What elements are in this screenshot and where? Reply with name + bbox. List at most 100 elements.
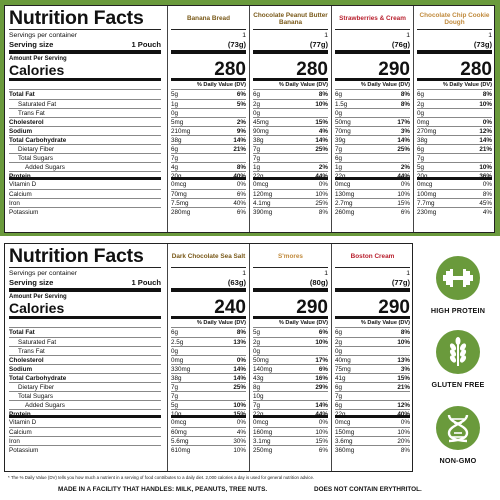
nutrient-daily-value: 2% — [400, 164, 410, 171]
nutrient-amount: 0mcg — [417, 181, 433, 188]
nutrient-amount: 6g — [417, 91, 425, 98]
nutrient-value-row: 5mg 2% — [171, 117, 246, 126]
nutrient-value-row: 3.6mg 20% — [335, 436, 410, 445]
serving-grams: (63g) — [171, 278, 246, 292]
nutrient-amount: 6g — [417, 146, 425, 153]
nutrient-value-row: 1.5g 8% — [335, 99, 410, 108]
nutrient-value-row: 7g — [253, 153, 328, 162]
potassium-label: Potassium — [9, 207, 161, 216]
nutrient-amount: 38g — [171, 137, 182, 144]
nutrient-value-row: 0g — [417, 108, 492, 117]
nutrient-amount: 0mcg — [335, 181, 351, 188]
serving-size-row: Serving size 1 Pouch — [9, 40, 161, 54]
nutrient-daily-value: 10% — [315, 429, 328, 436]
nutrient-daily-value: 5% — [236, 101, 246, 108]
nutrient-daily-value: 44% — [315, 411, 328, 418]
nutrient-value-row: 0mcg 0% — [335, 180, 410, 189]
nutrient-amount: 130mg — [335, 191, 355, 198]
total-fat-label: Total Fat — [9, 91, 35, 98]
nutrient-value-row: 7g — [335, 391, 410, 400]
servings-value: 1 — [242, 270, 246, 277]
erythritol-notice: DOES NOT CONTAIN ERYTHRITOL. — [314, 486, 422, 493]
flavor-name: Boston Cream — [335, 246, 410, 268]
nutrient-daily-value: 6% — [318, 366, 328, 373]
flavor-column: Chocolate Peanut Butter Banana 1 (77g) 280%… — [249, 6, 331, 232]
nutrient-daily-value: 12% — [397, 402, 410, 409]
calories-value: 280 — [417, 54, 492, 81]
wheat-icon — [436, 330, 480, 374]
cholesterol-label: Cholesterol — [9, 355, 161, 364]
nutrient-value-row: 10g 15% — [171, 409, 246, 418]
nutrient-daily-value: 14% — [479, 137, 492, 144]
nutrient-amount: 6g — [335, 402, 343, 409]
nutrient-daily-value: 10% — [233, 402, 246, 409]
nutrient-daily-value: 15% — [315, 438, 328, 445]
nutrition-facts-title: Nutrition Facts — [9, 8, 161, 30]
nutrient-value-row: 210mg 9% — [171, 126, 246, 135]
nutrient-value-row: 50mg 17% — [253, 355, 328, 364]
nutrient-value-row: 0mcg 0% — [253, 418, 328, 427]
nutrient-daily-value: 14% — [233, 137, 246, 144]
nutrient-daily-value: 40% — [233, 173, 246, 180]
nutrient-value-row: 0mg 0% — [171, 355, 246, 364]
nutrient-value-row: 0mcg 0% — [253, 180, 328, 189]
nutrient-value-row: 6g 12% — [335, 400, 410, 409]
trans-fat-label: Trans Fat — [9, 346, 161, 355]
nutrient-value-row: 1g 2% — [335, 162, 410, 171]
nutrient-daily-value: 0% — [482, 181, 492, 188]
nutrient-amount: 2g — [335, 339, 343, 346]
nutrient-amount: 7.7mg — [417, 200, 435, 207]
nutrient-value-row: 5g 10% — [171, 400, 246, 409]
nutrient-amount: 6g — [335, 329, 343, 336]
nutrient-amount: 160mg — [253, 429, 273, 436]
nutrient-value-row: 360mg 8% — [335, 445, 410, 454]
nutrient-value-row: 50mg 17% — [335, 117, 410, 126]
vitamin-d-label: Vitamin D — [9, 419, 37, 426]
nutrient-daily-value: 0% — [236, 181, 246, 188]
nutrient-daily-value: 25% — [315, 200, 328, 207]
serving-grams: (80g) — [253, 278, 328, 292]
nutrient-daily-value: 8% — [400, 91, 410, 98]
nutrient-daily-value: 15% — [315, 119, 328, 126]
non-gmo-label: NON-GMO — [439, 456, 477, 465]
nutrient-amount: 20g — [171, 173, 182, 180]
added-sugars-label: Added Sugars — [9, 400, 161, 409]
nutrient-amount: 7g — [253, 155, 261, 162]
nutrient-value-row: 0g — [171, 108, 246, 117]
nutrient-amount: 0mcg — [253, 181, 269, 188]
high-protein-label: HIGH PROTEIN — [430, 306, 486, 315]
nutrient-amount: 270mg — [417, 128, 437, 135]
iron-label: Iron — [9, 198, 161, 207]
nutrient-daily-value: 9% — [236, 128, 246, 135]
nutrient-daily-value: 2% — [318, 164, 328, 171]
servings-value: 1 — [406, 270, 410, 277]
nutrient-value-row: 39g 14% — [335, 135, 410, 144]
serving-grams: (73g) — [417, 40, 492, 54]
nutrient-daily-value: 6% — [318, 329, 328, 336]
nutrient-value-row: 4g 8% — [171, 162, 246, 171]
nutrient-value-row: 140mg 6% — [253, 364, 328, 373]
nutrient-value-row: 7g 25% — [171, 382, 246, 391]
nutrient-daily-value: 0% — [400, 181, 410, 188]
calories-value: 290 — [253, 292, 328, 319]
flavor-column: Strawberries & Cream 1 (76g) 290% Daily Val… — [331, 6, 413, 232]
calories-value: 280 — [171, 54, 246, 81]
nutrient-value-row: 7g 25% — [253, 144, 328, 153]
sodium-label: Sodium — [9, 126, 161, 135]
nutrient-amount: 2g — [417, 101, 425, 108]
nutrient-amount: 0mcg — [253, 419, 269, 426]
serving-grams: (77g) — [335, 278, 410, 292]
nutrient-amount: 40mg — [335, 357, 351, 364]
nutrient-daily-value: 15% — [233, 411, 246, 418]
non-gmo-badge: NON-GMO — [418, 406, 498, 465]
nutrient-daily-value: 14% — [233, 375, 246, 382]
nutrient-daily-value: 30% — [233, 438, 246, 445]
nutrient-daily-value: 0% — [400, 419, 410, 426]
nutrient-daily-value: 2% — [236, 119, 246, 126]
nutrient-daily-value: 44% — [397, 173, 410, 180]
nutrient-amount: 39g — [335, 137, 346, 144]
allergen-facility-notice: MADE IN A FACILITY THAT HANDLES: MILK, P… — [58, 486, 268, 493]
nutrient-value-row: 0g — [253, 346, 328, 355]
cholesterol-label: Cholesterol — [9, 117, 161, 126]
nutrient-value-row: 6g 8% — [335, 90, 410, 99]
